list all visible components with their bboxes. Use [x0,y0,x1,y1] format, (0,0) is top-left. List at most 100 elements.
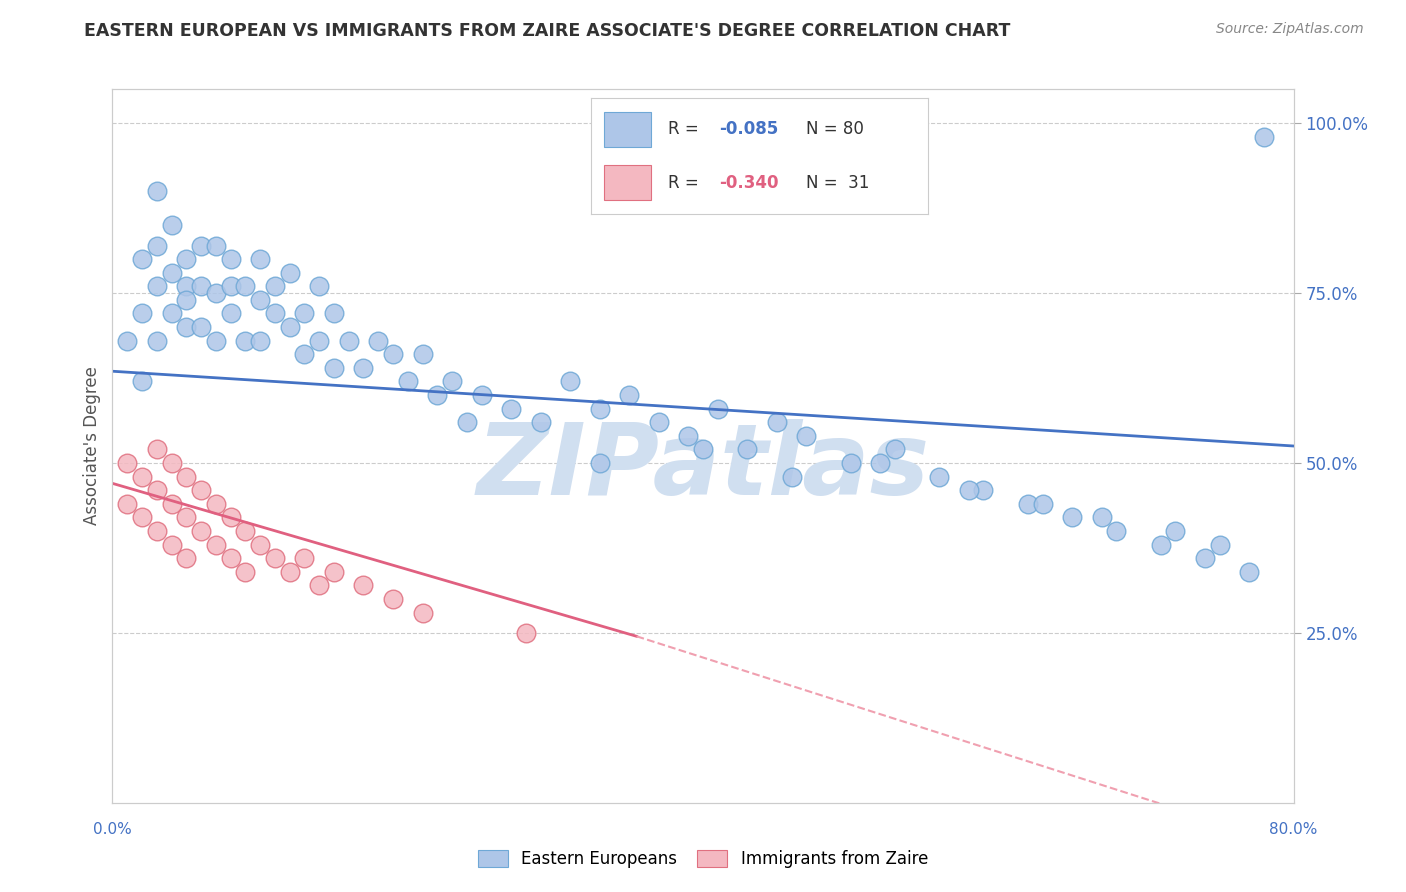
Point [117,497,138,511]
Point [131,510,153,524]
Point [515,626,537,640]
Point [264,279,287,293]
Text: 0.0%: 0.0% [93,822,132,837]
Point [146,184,169,198]
Point [146,279,169,293]
Point [928,469,950,483]
Legend: Eastern Europeans, Immigrants from Zaire: Eastern Europeans, Immigrants from Zaire [471,843,935,875]
Point [205,537,228,551]
Point [190,483,212,498]
Point [160,266,183,280]
Point [117,334,138,348]
Point [780,469,803,483]
Point [396,375,419,389]
Text: N = 80: N = 80 [807,120,865,138]
Point [1239,565,1261,579]
Point [1164,524,1187,538]
Text: Source: ZipAtlas.com: Source: ZipAtlas.com [1216,22,1364,37]
Point [588,456,610,470]
Point [205,238,228,252]
Point [647,415,671,429]
Point [190,279,212,293]
Point [174,293,197,307]
Point [233,565,256,579]
Point [131,252,153,266]
Point [278,565,301,579]
FancyBboxPatch shape [605,165,651,200]
Point [1253,129,1275,144]
Point [352,578,374,592]
Point [529,415,551,429]
Text: -0.085: -0.085 [718,120,778,138]
Point [737,442,759,457]
Point [796,429,818,443]
Point [588,401,610,416]
Point [131,306,153,320]
Point [1194,551,1216,566]
Point [146,483,169,498]
Point [337,334,360,348]
Text: R =: R = [668,174,704,192]
Point [501,401,523,416]
Point [323,565,346,579]
Point [219,510,242,524]
Point [219,551,242,566]
Point [692,442,714,457]
Point [249,537,271,551]
Point [1091,510,1114,524]
Point [869,456,891,470]
Point [706,401,728,416]
Point [411,347,433,361]
Point [308,334,330,348]
FancyBboxPatch shape [605,112,651,147]
Point [160,537,183,551]
Point [619,388,641,402]
Point [205,286,228,301]
Point [1150,537,1173,551]
Point [249,293,271,307]
Point [558,375,582,389]
Point [1032,497,1054,511]
Point [426,388,449,402]
Text: -0.340: -0.340 [718,174,779,192]
Point [219,279,242,293]
Point [146,238,169,252]
Point [278,320,301,334]
Point [382,591,405,606]
Point [323,306,346,320]
Point [160,456,183,470]
Point [190,238,212,252]
Point [308,578,330,592]
Point [441,375,464,389]
Text: EASTERN EUROPEAN VS IMMIGRANTS FROM ZAIRE ASSOCIATE'S DEGREE CORRELATION CHART: EASTERN EUROPEAN VS IMMIGRANTS FROM ZAIR… [84,22,1011,40]
Point [219,306,242,320]
Point [292,551,315,566]
Y-axis label: Associate's Degree: Associate's Degree [83,367,101,525]
Point [146,442,169,457]
Point [308,279,330,293]
Point [1105,524,1128,538]
Point [884,442,907,457]
Point [160,497,183,511]
Point [174,551,197,566]
Point [973,483,995,498]
Point [323,360,346,375]
Point [174,469,197,483]
Point [411,606,433,620]
Point [766,415,789,429]
Point [678,429,700,443]
Point [1017,497,1039,511]
Point [205,497,228,511]
Point [160,306,183,320]
Point [292,347,315,361]
Point [131,469,153,483]
Point [456,415,478,429]
Point [117,456,138,470]
Point [146,334,169,348]
Point [174,510,197,524]
Point [174,252,197,266]
Text: R =: R = [668,120,704,138]
Point [352,360,374,375]
Point [839,456,862,470]
Point [264,551,287,566]
